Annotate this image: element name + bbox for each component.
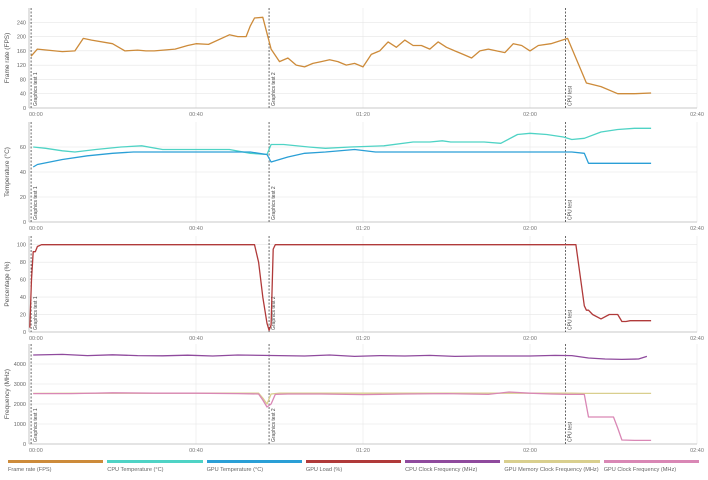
y-tick-label: 80	[20, 260, 26, 266]
x-tick-label: 00:00	[29, 226, 43, 232]
legend-item-gpu-load[interactable]: GPU Load (%)	[305, 460, 405, 478]
test-marker-label: CPU test	[567, 85, 573, 106]
series-line	[33, 353, 648, 361]
y-tick-label: 0	[23, 442, 26, 448]
legend-item-gpu-temperature[interactable]: GPU Temperature (°C)	[206, 460, 306, 478]
y-tick-label: 80	[20, 77, 26, 83]
legend-swatch	[206, 460, 302, 463]
test-marker-label: CPU test	[567, 199, 573, 220]
y-tick-label: 240	[17, 20, 26, 26]
y-tick-label: 2000	[14, 402, 26, 408]
series-line	[30, 16, 652, 95]
y-axis-title: Temperature (°C)	[3, 147, 11, 197]
legend-label: GPU Memory Clock Frequency (MHz)	[504, 467, 599, 473]
x-tick-label: 00:40	[189, 226, 203, 232]
y-tick-label: 60	[20, 145, 26, 151]
y-axis-title: Percentage (%)	[4, 261, 11, 306]
y-tick-label: 200	[17, 35, 26, 41]
test-marker-label: Graphics test 1	[33, 72, 39, 106]
y-tick-label: 160	[17, 49, 26, 55]
y-tick-label: 0	[23, 330, 26, 336]
y-tick-label: 20	[20, 195, 26, 201]
legend-swatch	[504, 460, 600, 463]
legend-label: GPU Clock Frequency (MHz)	[603, 467, 677, 473]
y-tick-label: 40	[20, 170, 26, 176]
legend: Frame rate (FPS) CPU Temperature (°C) GP…	[8, 460, 703, 478]
x-tick-label: 02:40	[690, 448, 704, 454]
y-axis-title: Frequency (MHz)	[4, 369, 11, 419]
y-tick-label: 40	[20, 92, 26, 98]
y-tick-label: 40	[20, 295, 26, 301]
legend-label: CPU Clock Frequency (MHz)	[405, 467, 478, 473]
y-tick-label: 20	[20, 313, 26, 319]
x-tick-label: 00:00	[29, 336, 43, 342]
test-marker-label: Graphics test 1	[33, 408, 39, 442]
x-tick-label: 02:00	[523, 448, 537, 454]
x-tick-label: 00:00	[29, 112, 43, 118]
test-marker-label: CPU test	[567, 309, 573, 330]
x-tick-label: 00:40	[189, 336, 203, 342]
x-tick-label: 00:40	[189, 112, 203, 118]
legend-swatch	[305, 460, 402, 463]
x-tick-label: 01:20	[356, 112, 370, 118]
test-marker-label: Graphics test 2	[271, 72, 277, 106]
legend-label: GPU Temperature (°C)	[206, 467, 264, 473]
legend-item-gpu-clock[interactable]: GPU Clock Frequency (MHz)	[603, 460, 703, 478]
legend-label: Frame rate (FPS)	[8, 467, 52, 473]
y-tick-label: 120	[17, 63, 26, 69]
series-line	[33, 127, 652, 156]
y-tick-label: 3000	[14, 382, 26, 388]
series-line	[33, 391, 652, 442]
test-marker-label: CPU test	[567, 421, 573, 442]
y-tick-label: 60	[20, 278, 26, 284]
x-tick-label: 02:40	[690, 226, 704, 232]
test-marker-label: Graphics test 2	[271, 186, 277, 220]
series-line	[29, 244, 652, 331]
test-marker-label: Graphics test 2	[271, 296, 277, 330]
legend-swatch	[8, 460, 104, 463]
x-tick-label: 02:00	[523, 112, 537, 118]
legend-label: CPU Temperature (°C)	[107, 467, 164, 473]
y-tick-label: 4000	[14, 362, 26, 368]
y-tick-label: 1000	[14, 422, 26, 428]
x-tick-label: 00:00	[29, 448, 43, 454]
legend-item-cpu-temperature[interactable]: CPU Temperature (°C)	[107, 460, 206, 478]
legend-swatch	[107, 460, 203, 463]
test-marker-label: Graphics test 1	[33, 186, 39, 220]
legend-label: GPU Load (%)	[305, 467, 343, 473]
y-axis-title: Frame rate (FPS)	[4, 33, 11, 84]
x-tick-label: 02:40	[690, 336, 704, 342]
test-marker-label: Graphics test 2	[271, 408, 277, 442]
x-tick-label: 01:20	[356, 226, 370, 232]
x-tick-label: 02:40	[690, 112, 704, 118]
series-line	[32, 148, 652, 168]
y-tick-label: 100	[17, 243, 26, 249]
legend-item-frame-rate[interactable]: Frame rate (FPS)	[8, 460, 107, 478]
y-tick-label: 0	[23, 106, 26, 112]
x-tick-label: 01:20	[356, 336, 370, 342]
x-tick-label: 02:00	[523, 336, 537, 342]
x-tick-label: 00:40	[189, 448, 203, 454]
test-marker-label: Graphics test 1	[33, 296, 39, 330]
legend-swatch	[405, 460, 501, 463]
x-tick-label: 02:00	[523, 226, 537, 232]
legend-item-gpu-memory-clock[interactable]: GPU Memory Clock Frequency (MHz)	[504, 460, 603, 478]
legend-swatch	[603, 460, 699, 463]
x-tick-label: 01:20	[356, 448, 370, 454]
legend-item-cpu-clock[interactable]: CPU Clock Frequency (MHz)	[405, 460, 504, 478]
y-tick-label: 0	[23, 220, 26, 226]
